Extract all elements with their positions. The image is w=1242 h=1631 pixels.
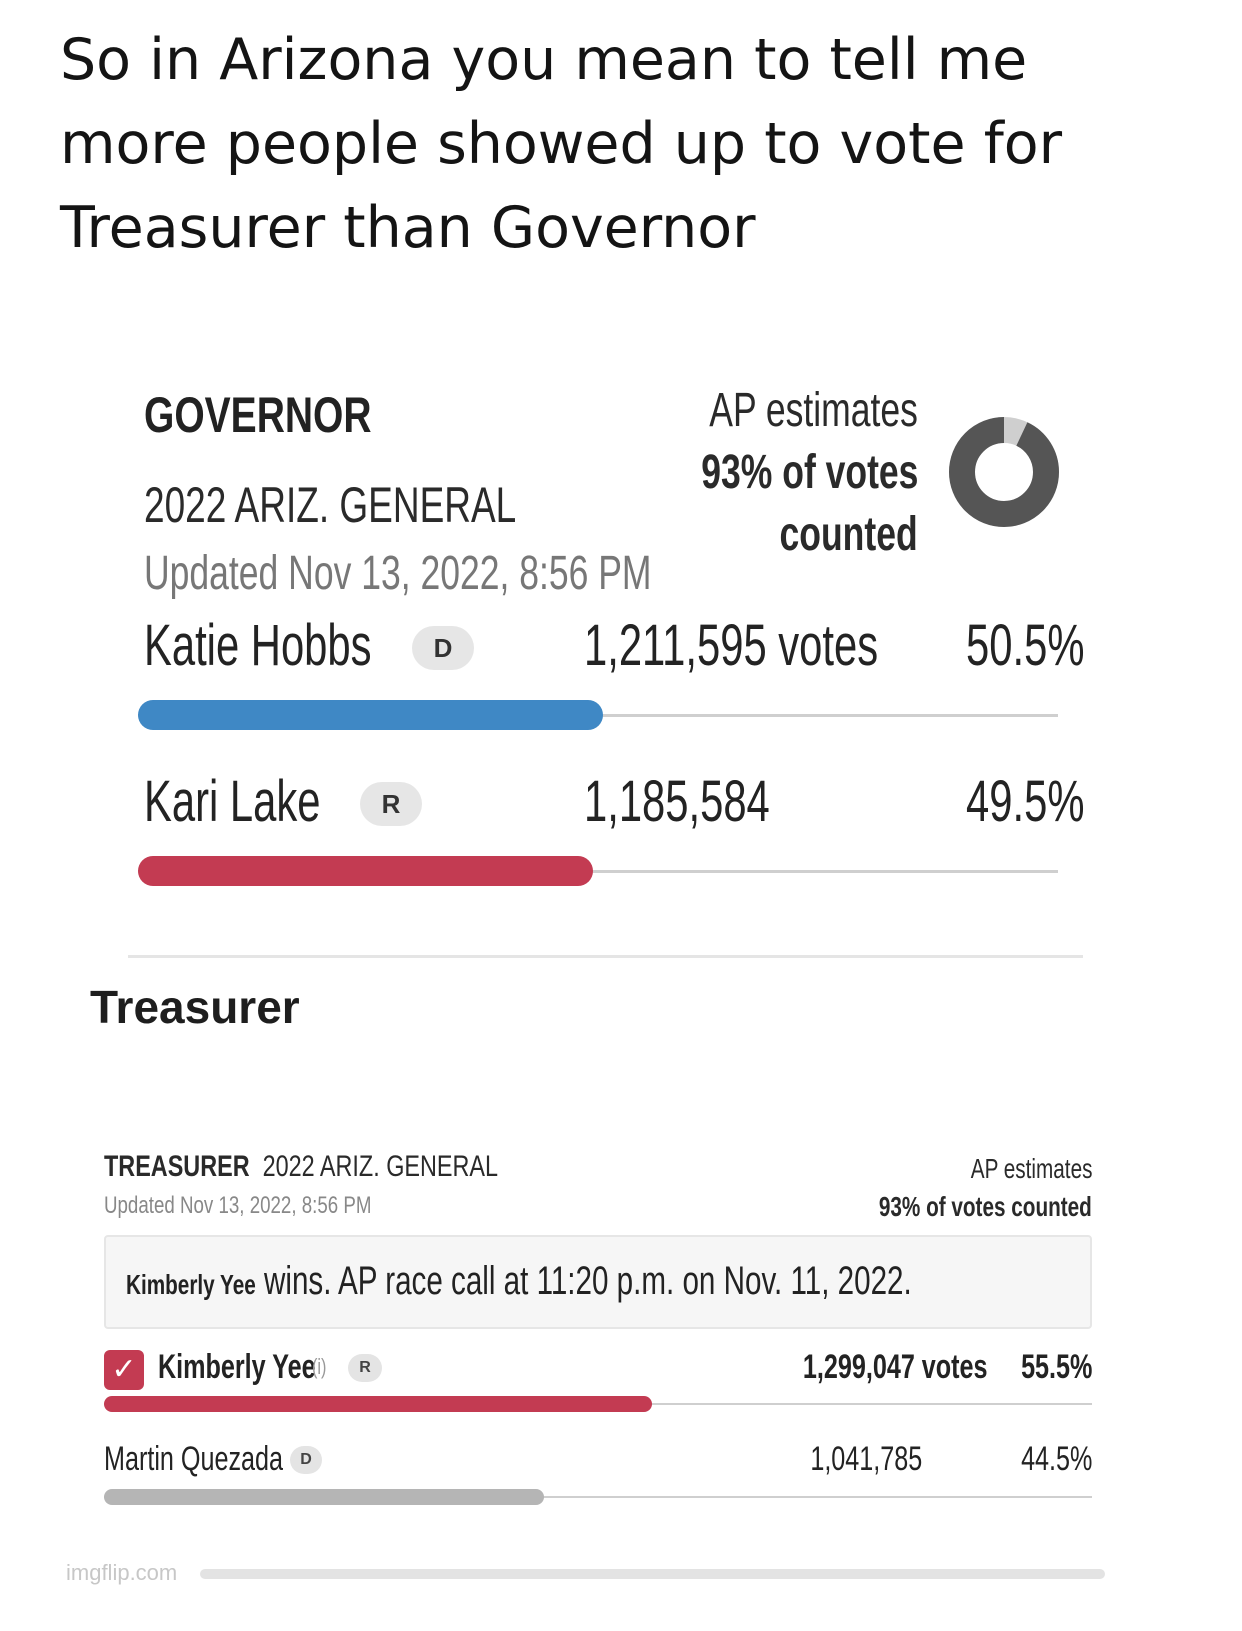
ap-estimates-label: AP estimates (709, 384, 918, 437)
ap-pct-line: 93% of votes counted (878, 1191, 1092, 1222)
ap-estimates-label: AP estimates (970, 1153, 1092, 1184)
governor-race-label: 2022 ARIZ. GENERAL (144, 477, 517, 533)
candidate-percent: 50.5% (965, 613, 1084, 678)
candidate-percent: 49.5% (965, 769, 1084, 834)
treasurer-race-label: 2022 ARIZ. GENERAL (262, 1150, 499, 1183)
treasurer-section-title: Treasurer (90, 981, 300, 1033)
treasurer-title: TREASURER (104, 1150, 250, 1183)
section-divider (128, 955, 1083, 958)
candidate-name-yee: Kimberly Yee (158, 1348, 316, 1386)
votes-counted-donut-icon (949, 417, 1059, 527)
race-call-winner: Kimberly Yee (126, 1269, 256, 1300)
treasurer-results-panel: TREASURER 2022 ARIZ. GENERAL Updated Nov… (100, 1140, 1100, 1610)
party-badge: R (360, 782, 422, 826)
vote-bar-hobbs (138, 700, 603, 730)
incumbent-mark: (i) (312, 1354, 327, 1379)
governor-results-panel: GOVERNOR 2022 ARIZ. GENERAL Updated Nov … (128, 380, 1118, 960)
governor-ap-estimates: AP estimates 93% of votes counted (578, 380, 918, 566)
donut-arc (949, 417, 1059, 527)
ap-counted-line: counted (779, 508, 918, 561)
tweet-caption: So in Arizona you mean to tell me more p… (60, 27, 1063, 261)
candidate-votes: 1,211,595 votes (584, 613, 879, 678)
race-call-text: Kimberly Yee wins. AP race call at 11:20… (126, 1259, 1188, 1304)
ap-pct-line: 93% of votes (700, 446, 918, 499)
race-call-detail: wins. AP race call at 11:20 p.m. on Nov.… (264, 1259, 912, 1303)
candidate-name: Katie Hobbs (144, 613, 372, 678)
candidate-votes: 1,299,047 votes (803, 1348, 988, 1386)
candidate-votes: 1,185,584 (584, 769, 770, 834)
bottom-strip (200, 1569, 1105, 1579)
candidate-name-quezada: Martin Quezada (104, 1440, 284, 1478)
candidate-votes: 1,041,785 (810, 1440, 922, 1478)
candidate-row-hobbs: Katie Hobbs D 1,211,595 votes 50.5% (144, 612, 1084, 682)
vote-bar-quezada (104, 1489, 544, 1505)
candidate-name: Kari Lake (144, 769, 321, 834)
race-call-banner: Kimberly Yee wins. AP race call at 11:20… (104, 1235, 1092, 1329)
candidate-percent: 44.5% (1020, 1440, 1092, 1478)
vote-bar-track (138, 870, 1058, 873)
candidate-percent: 55.5% (1020, 1348, 1092, 1386)
candidate-row-lake: Kari Lake R 1,185,584 49.5% (144, 768, 1084, 838)
governor-updated-timestamp: Updated Nov 13, 2022, 8:56 PM (144, 547, 652, 600)
vote-bar-track (104, 1496, 1092, 1498)
vote-bar-lake (138, 856, 593, 886)
imgflip-watermark: imgflip.com (66, 1560, 178, 1585)
party-badge: R (348, 1354, 382, 1382)
party-badge: D (290, 1446, 322, 1474)
governor-title: GOVERNOR (144, 387, 372, 443)
winner-check-icon: ✓ (104, 1350, 144, 1390)
party-badge: D (412, 626, 474, 670)
vote-bar-yee (104, 1396, 652, 1412)
treasurer-updated-timestamp: Updated Nov 13, 2022, 8:56 PM (104, 1192, 372, 1219)
treasurer-header: TREASURER 2022 ARIZ. GENERAL (104, 1150, 609, 1184)
treasurer-ap-estimates: AP estimates 93% of votes counted (804, 1150, 1092, 1226)
